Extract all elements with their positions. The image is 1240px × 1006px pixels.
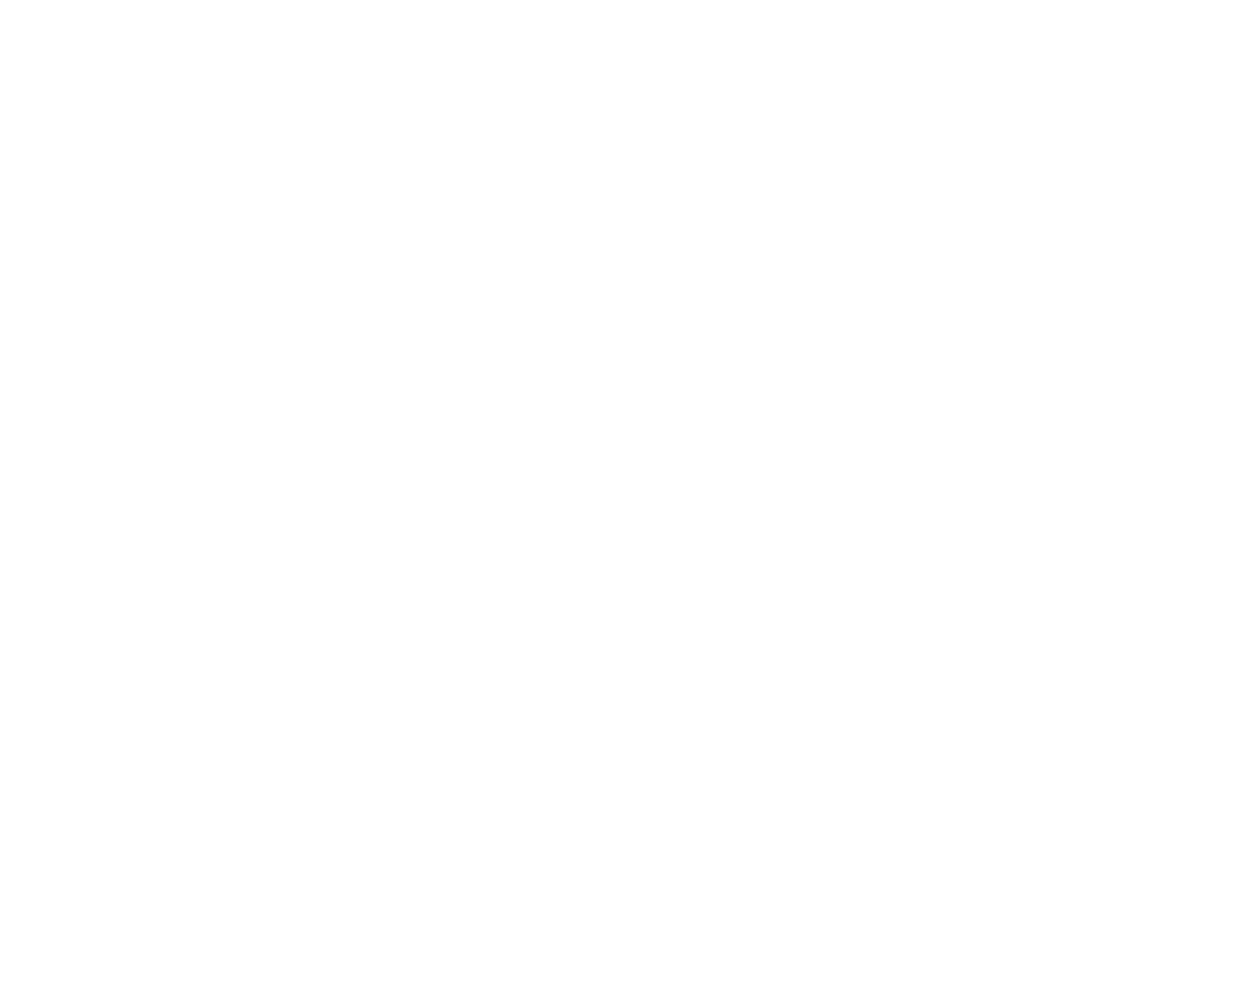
Text: b: b [21, 359, 38, 387]
Text: a: a [21, 23, 37, 51]
Text: a': a' [434, 23, 459, 51]
Text: d: d [848, 359, 866, 387]
Text: b': b' [434, 359, 460, 387]
Text: f: f [434, 695, 444, 723]
Text: c: c [848, 23, 863, 51]
Text: e: e [21, 695, 37, 723]
Text: g: g [848, 695, 866, 723]
